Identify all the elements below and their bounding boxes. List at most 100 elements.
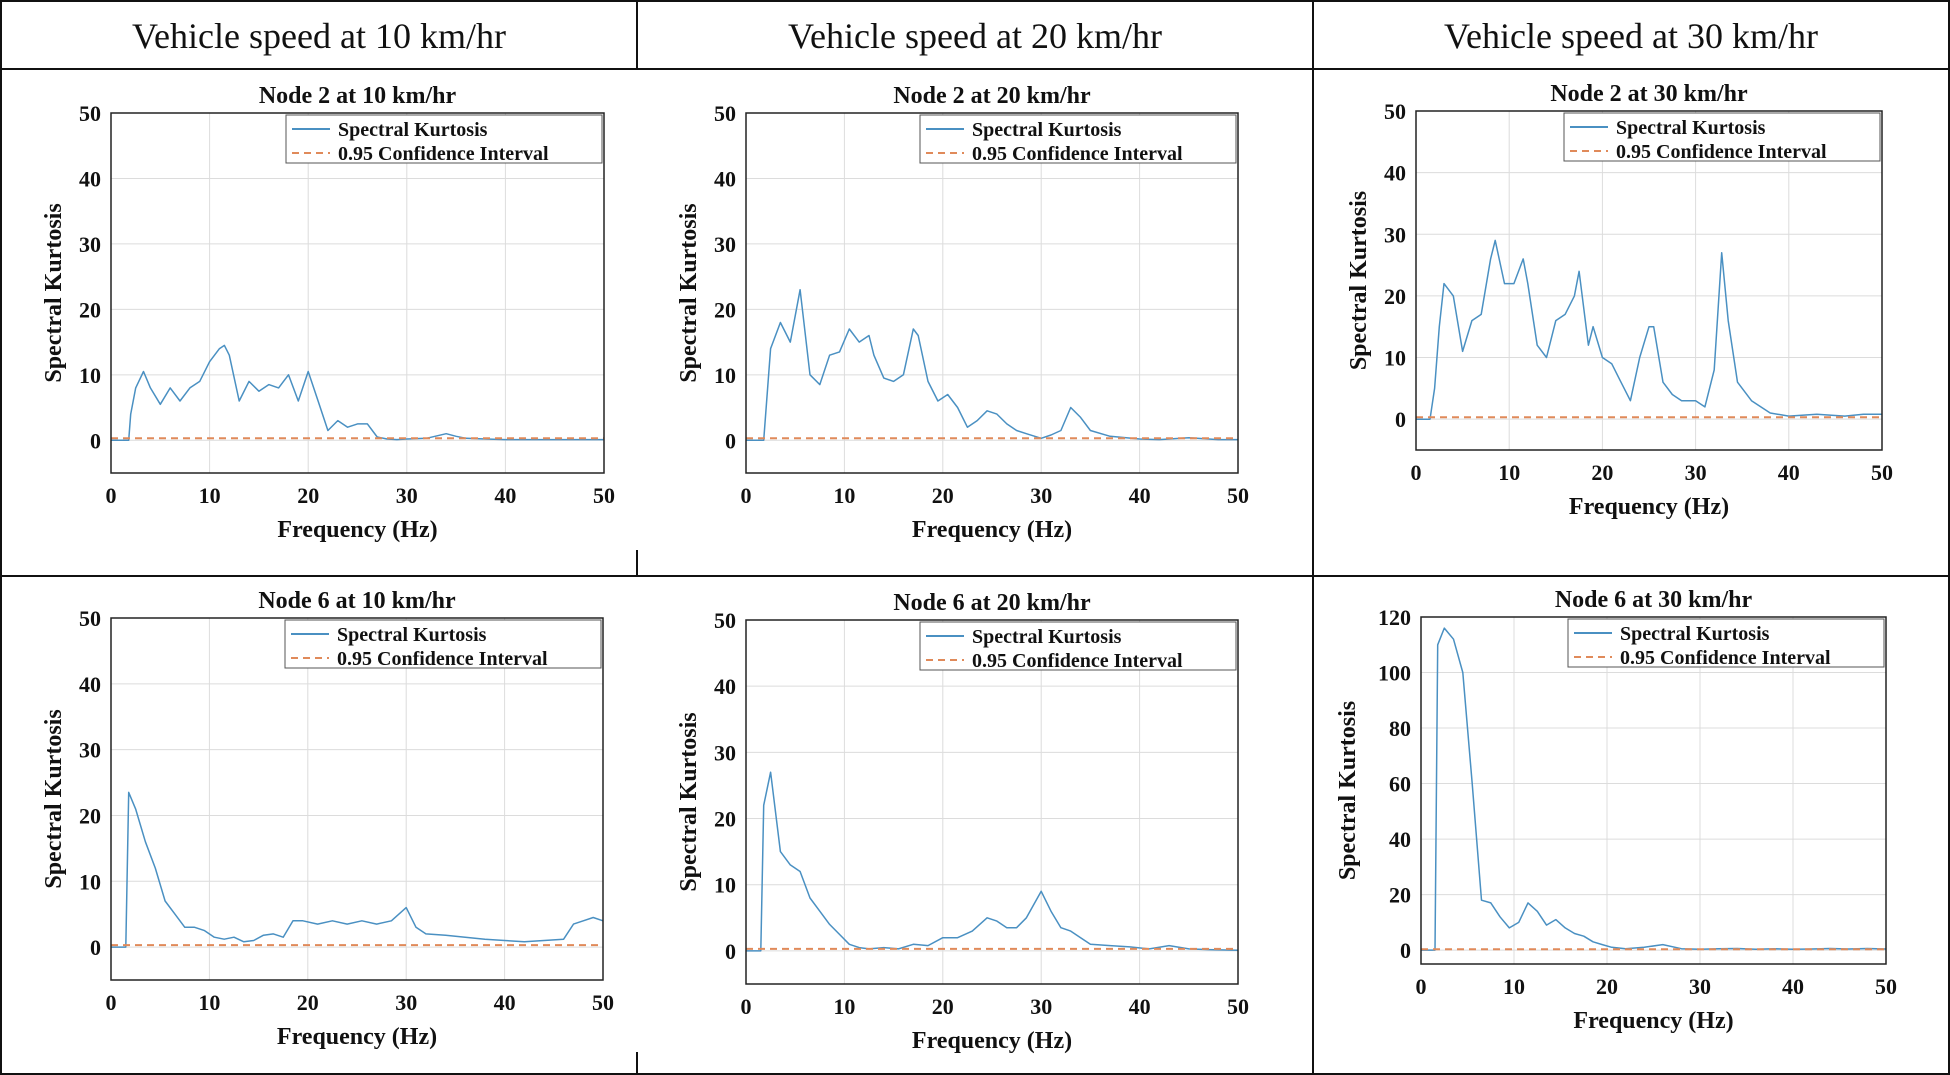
spectral-kurtosis-line <box>1416 239 1882 420</box>
x-axis-label: Frequency (Hz) <box>912 517 1072 543</box>
y-tick-label: 10 <box>79 869 101 894</box>
spectral-kurtosis-line <box>111 344 604 442</box>
chart-panel-5: 0 10 20 30 40 50 0 10 20 30 40 50 Node 6 at 20 km/hr… <box>676 590 1249 1054</box>
y-tick-label: 50 <box>714 101 736 126</box>
x-tick-label: 20 <box>932 483 954 508</box>
x-tick-label: 0 <box>741 994 752 1019</box>
y-tick-label: 30 <box>79 738 101 763</box>
axes-box <box>110 112 605 474</box>
x-tick-label: 40 <box>1129 483 1151 508</box>
x-tick-label: 40 <box>494 483 516 508</box>
y-tick-label: 40 <box>79 672 101 697</box>
y-tick-label: 10 <box>714 363 736 388</box>
x-tick-label: 30 <box>396 483 418 508</box>
y-tick-label: 60 <box>1389 772 1411 797</box>
legend-label: 0.95 Confidence Interval <box>972 143 1183 165</box>
y-tick-label: 20 <box>1384 284 1406 309</box>
x-tick-label: 40 <box>1778 460 1800 485</box>
x-tick-label: 40 <box>1782 974 1804 999</box>
y-tick-label: 0 <box>1395 407 1406 432</box>
chart-title: Node 2 at 10 km/hr <box>259 83 457 109</box>
y-tick-label: 20 <box>79 803 101 828</box>
x-tick-label: 50 <box>1875 974 1897 999</box>
axes-box <box>1415 110 1883 451</box>
y-tick-label: 120 <box>1378 605 1411 630</box>
legend-label: Spectral Kurtosis <box>1616 117 1766 139</box>
chart-title: Node 6 at 30 km/hr <box>1555 587 1753 613</box>
chart-panel-3: 0 10 20 30 40 50 0 10 20 30 40 50 Node 2 at 30 km/hr… <box>1346 81 1893 520</box>
chart-title: Node 6 at 10 km/hr <box>258 588 456 614</box>
x-axis-label: Frequency (Hz) <box>1573 1008 1733 1034</box>
legend-box <box>285 114 603 164</box>
y-tick-label: 30 <box>1384 222 1406 247</box>
chart-panels: 0 10 20 30 40 50 0 10 20 30 40 50 Node 2 at 10 km/hr… <box>41 81 1897 1054</box>
y-tick-label: 100 <box>1378 661 1411 686</box>
y-tick-label: 30 <box>714 232 736 257</box>
x-tick-label: 0 <box>741 483 752 508</box>
axes-box <box>1420 616 1887 965</box>
x-tick-label: 10 <box>833 483 855 508</box>
spectral-kurtosis-line <box>746 771 1239 952</box>
y-tick-label: 50 <box>714 608 736 633</box>
x-tick-label: 10 <box>1503 974 1525 999</box>
y-tick-label: 40 <box>714 674 736 699</box>
x-tick-label: 20 <box>297 483 319 508</box>
y-axis-label: Spectral Kurtosis <box>1335 701 1361 880</box>
x-axis-label: Frequency (Hz) <box>277 1024 437 1050</box>
x-tick-label: 30 <box>1030 483 1052 508</box>
column-headers: Vehicle speed at 10 km/hr Vehicle speed … <box>132 16 1818 56</box>
legend-label: 0.95 Confidence Interval <box>972 650 1183 672</box>
x-tick-label: 0 <box>1411 460 1422 485</box>
legend-label: Spectral Kurtosis <box>972 119 1122 141</box>
y-tick-label: 10 <box>714 873 736 898</box>
x-tick-label: 30 <box>1030 994 1052 1019</box>
axes-box <box>745 619 1239 985</box>
y-tick-label: 20 <box>1389 883 1411 908</box>
chart-title: Node 6 at 20 km/hr <box>893 590 1091 616</box>
x-tick-label: 40 <box>494 990 516 1015</box>
y-axis-label: Spectral Kurtosis <box>41 203 67 382</box>
axes-box <box>745 112 1239 474</box>
legend-label: Spectral Kurtosis <box>338 119 488 141</box>
spectral-kurtosis-line <box>111 791 604 948</box>
x-tick-label: 30 <box>1685 460 1707 485</box>
x-tick-label: 20 <box>1596 974 1618 999</box>
legend-box <box>919 621 1237 671</box>
y-tick-label: 40 <box>1389 827 1411 852</box>
legend-label: 0.95 Confidence Interval <box>1616 141 1827 163</box>
y-tick-label: 30 <box>79 232 101 257</box>
x-axis-label: Frequency (Hz) <box>1569 494 1729 520</box>
y-tick-label: 50 <box>1384 99 1406 124</box>
chart-title: Node 2 at 30 km/hr <box>1550 81 1748 107</box>
x-tick-label: 20 <box>297 990 319 1015</box>
legend-box <box>1563 112 1881 162</box>
chart-panel-1: 0 10 20 30 40 50 0 10 20 30 40 50 Node 2 at 10 km/hr… <box>41 83 615 543</box>
y-tick-label: 0 <box>90 935 101 960</box>
y-tick-label: 20 <box>714 807 736 832</box>
legend-box <box>284 619 602 669</box>
y-tick-label: 50 <box>79 606 101 631</box>
y-tick-label: 0 <box>725 939 736 964</box>
x-tick-label: 50 <box>1227 483 1249 508</box>
legend-box <box>919 114 1237 164</box>
chart-panel-2: 0 10 20 30 40 50 0 10 20 30 40 50 Node 2 at 20 km/hr… <box>676 83 1249 543</box>
y-tick-label: 80 <box>1389 716 1411 741</box>
y-tick-label: 20 <box>79 297 101 322</box>
x-tick-label: 30 <box>395 990 417 1015</box>
y-tick-label: 10 <box>1384 346 1406 371</box>
x-tick-label: 0 <box>106 483 117 508</box>
x-tick-label: 10 <box>1498 460 1520 485</box>
legend-label: Spectral Kurtosis <box>1620 623 1770 645</box>
x-tick-label: 0 <box>1416 974 1427 999</box>
chart-title: Node 2 at 20 km/hr <box>893 83 1091 109</box>
x-tick-label: 50 <box>592 990 614 1015</box>
chart-panel-6: 0 10 20 30 40 50 0 20 40 60 80 100 120 Node 6 at 30 k… <box>1335 587 1897 1034</box>
y-tick-label: 20 <box>714 297 736 322</box>
x-tick-label: 40 <box>1129 994 1151 1019</box>
